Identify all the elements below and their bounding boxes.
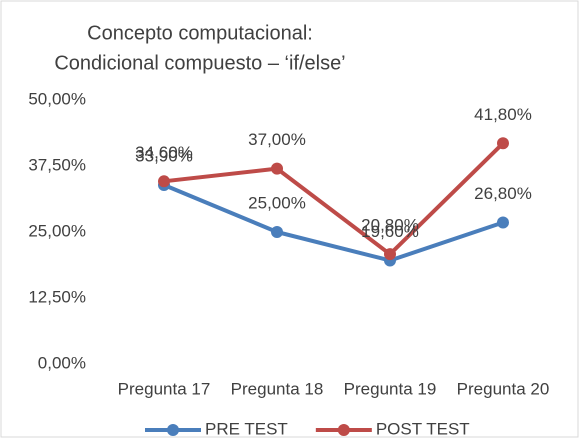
point (271, 162, 283, 175)
data-label: 25,00% (248, 193, 306, 212)
y-tick-label: 37,50% (28, 155, 86, 174)
data-label: 20,80% (361, 216, 419, 235)
y-tick-label: 12,50% (28, 287, 86, 306)
data-label: 37,00% (248, 130, 306, 149)
y-tick-label: 25,00% (28, 221, 86, 240)
x-tick-label: Pregunta 19 (344, 379, 437, 398)
legend-marker (167, 424, 179, 436)
chart-title: Condicional compuesto – ‘if/else’ (54, 52, 345, 74)
series-line (163, 183, 504, 263)
y-tick-label: 0,00% (38, 353, 86, 372)
point (158, 175, 170, 188)
data-label: 41,80% (474, 105, 532, 124)
legend-marker (337, 424, 350, 436)
data-label: 19,60% (361, 222, 419, 241)
x-tick-label: Pregunta 17 (118, 379, 211, 398)
legend-label: PRE TEST (205, 419, 288, 438)
series-line (163, 141, 505, 257)
y-tick-label: 50,00% (28, 89, 86, 108)
point (497, 216, 509, 229)
data-label: 33,90% (135, 146, 193, 165)
x-tick-label: Pregunta 20 (457, 379, 550, 398)
point (497, 137, 509, 150)
data-label: 26,80% (474, 184, 532, 203)
point (271, 226, 283, 238)
point (384, 248, 396, 261)
data-label: 34,60% (135, 143, 193, 162)
legend-label: POST TEST (376, 419, 470, 438)
chart-title: Concepto computacional: (87, 22, 313, 44)
x-tick-label: Pregunta 18 (231, 379, 324, 398)
